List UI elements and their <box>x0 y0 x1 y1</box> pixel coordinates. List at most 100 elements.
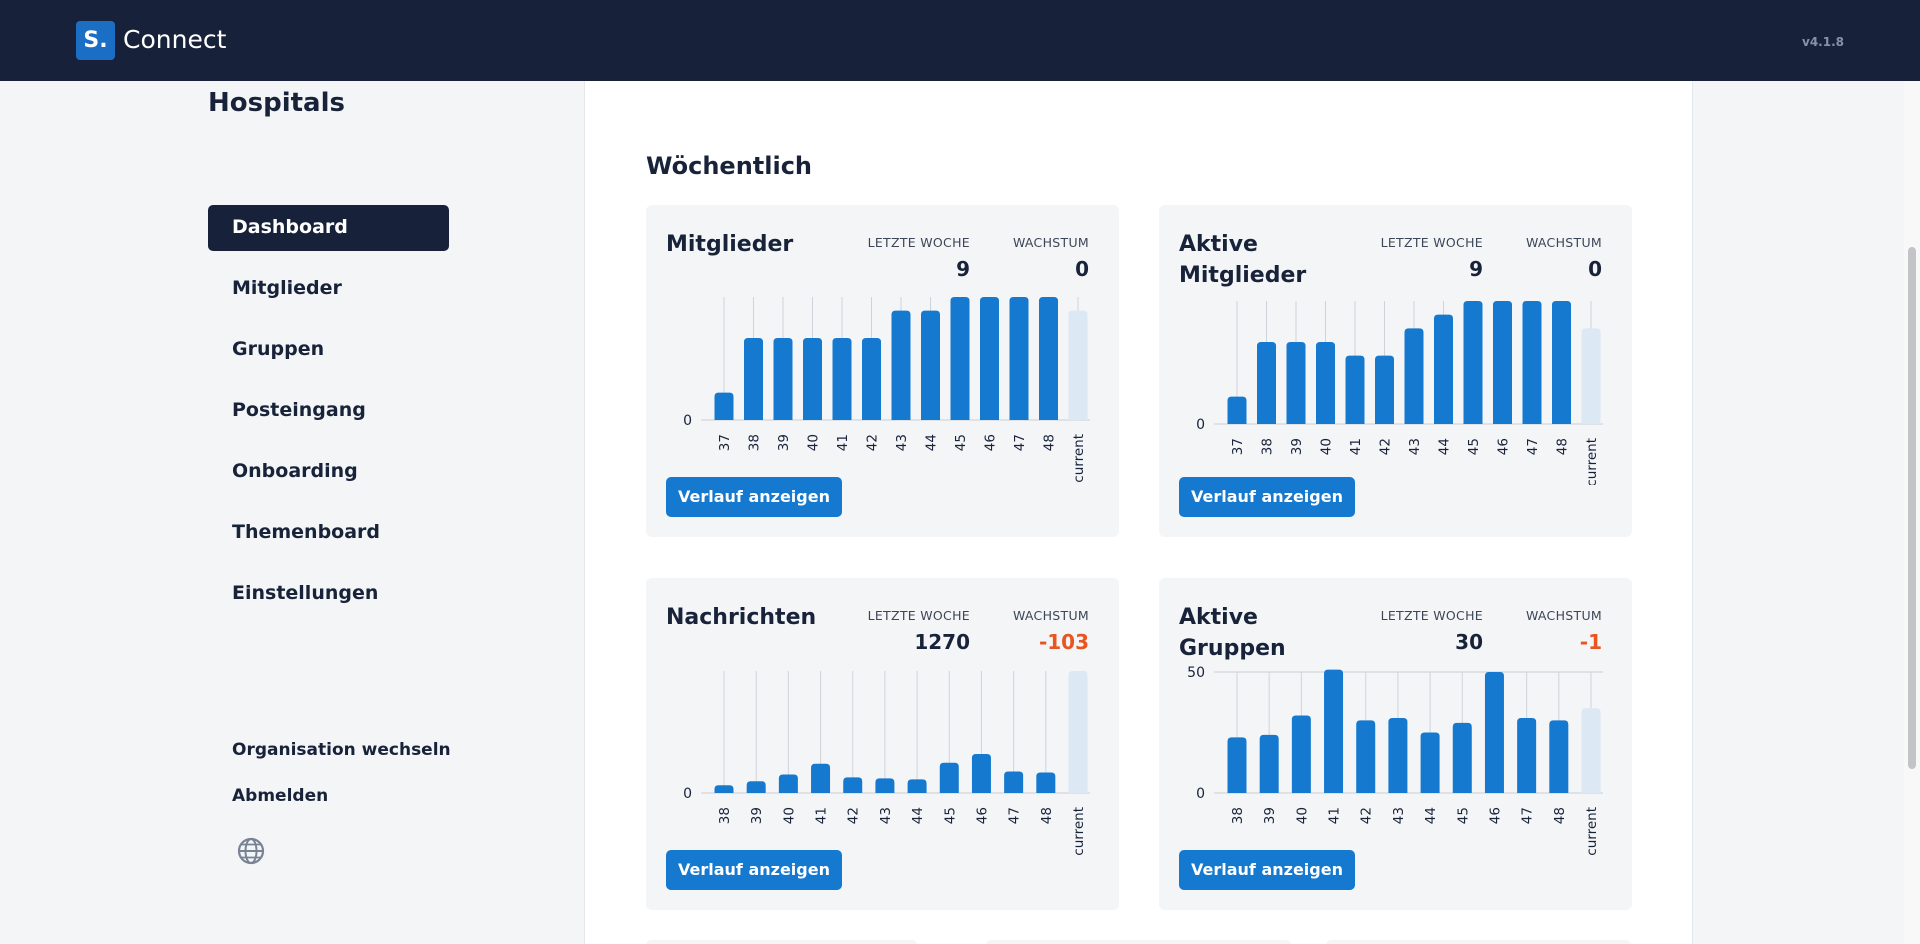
growth-value: -103 <box>1038 630 1089 654</box>
chart-bar-38[interactable] <box>744 338 763 420</box>
y-tick-label: 0 <box>1196 786 1205 802</box>
chart-bar-44[interactable] <box>907 779 927 793</box>
sidebar-item-settings[interactable]: Einstellungen <box>232 582 379 604</box>
app-logo[interactable]: S. <box>76 21 115 60</box>
chart-bar-48[interactable] <box>1549 720 1569 793</box>
chart-bar-39[interactable] <box>746 781 766 793</box>
sidebar-item-dashboard[interactable]: Dashboard <box>208 205 449 251</box>
chart-bar-current[interactable] <box>1068 310 1088 420</box>
x-tick-label: 47 <box>1007 807 1023 824</box>
chart-bar-37[interactable] <box>1227 396 1247 424</box>
chart-bar-38[interactable] <box>1227 737 1247 793</box>
chart-bar-39[interactable] <box>1286 342 1306 424</box>
chart-bar-46[interactable] <box>971 753 991 793</box>
bar-chart-messages: 0 38 39 40 41 42 43 44 45 46 47 48 current <box>683 671 1090 856</box>
chart-bar-46[interactable] <box>1493 301 1512 424</box>
chart-bar-46[interactable] <box>1484 672 1504 793</box>
chart-bar-48[interactable] <box>1036 772 1056 793</box>
x-tick-label: 42 <box>1359 807 1375 824</box>
chart-bar-37[interactable] <box>714 392 734 420</box>
chart-bar-40[interactable] <box>1316 342 1335 424</box>
x-tick-label: 47 <box>1525 438 1541 455</box>
x-tick-label: 38 <box>747 434 763 451</box>
chart-bar-39[interactable] <box>1259 734 1279 793</box>
chart-bar-42[interactable] <box>1375 355 1394 424</box>
x-tick-label: current <box>1584 438 1600 485</box>
chart-bar-45[interactable] <box>1452 722 1472 793</box>
x-tick-label: 39 <box>749 807 765 824</box>
chart-bar-41[interactable] <box>832 338 852 420</box>
chart-bar-44[interactable] <box>1434 314 1453 424</box>
chart-bar-43[interactable] <box>1404 328 1424 424</box>
section-title-weekly: Wöchentlich <box>646 152 813 180</box>
chart-bar-47[interactable] <box>1004 771 1024 793</box>
chart-bar-48[interactable] <box>1552 301 1571 424</box>
chart-bar-38[interactable] <box>714 785 734 793</box>
chart-bar-41[interactable] <box>1345 355 1365 424</box>
chart-bar-45[interactable] <box>1463 301 1483 424</box>
growth-label: WACHSTUM <box>1012 235 1089 250</box>
chart-bar-38[interactable] <box>1257 342 1276 424</box>
show-history-button[interactable]: Verlauf anzeigen <box>666 477 842 517</box>
vertical-scrollbar[interactable] <box>1904 81 1920 944</box>
x-tick-label: 44 <box>1423 807 1439 824</box>
chart-bar-44[interactable] <box>921 310 940 420</box>
show-history-button[interactable]: Verlauf anzeigen <box>666 850 842 890</box>
scrollbar-thumb[interactable] <box>1908 247 1916 769</box>
x-tick-label: 45 <box>942 807 958 824</box>
show-history-button[interactable]: Verlauf anzeigen <box>1179 850 1355 890</box>
x-tick-label: 38 <box>1260 438 1276 455</box>
chart-bar-current[interactable] <box>1581 708 1601 793</box>
y-tick-label: 50 <box>1187 665 1205 681</box>
last-week-value: 9 <box>956 257 970 281</box>
chart-bar-41[interactable] <box>1324 669 1344 793</box>
top-navigation-bar: S. Connect v4.1.8 <box>0 0 1920 81</box>
sidebar-item-topic-board[interactable]: Themenboard <box>232 521 381 543</box>
globe-icon[interactable] <box>236 836 266 866</box>
x-tick-label: 45 <box>953 434 969 451</box>
switch-organization-link[interactable]: Organisation wechseln <box>232 740 451 760</box>
x-tick-label: 43 <box>1391 807 1407 824</box>
chart-bar-48[interactable] <box>1039 297 1058 420</box>
x-tick-label: 48 <box>1039 807 1055 824</box>
x-tick-label: 37 <box>717 434 733 451</box>
x-tick-label: 46 <box>974 807 990 824</box>
chart-bar-40[interactable] <box>778 774 798 793</box>
sidebar-nav: Dashboard Mitglieder Gruppen Posteingang… <box>208 205 449 632</box>
x-tick-label: current <box>1071 434 1087 483</box>
x-tick-label: 44 <box>910 807 926 824</box>
growth-value: -1 <box>1579 630 1602 654</box>
chart-bar-41[interactable] <box>811 763 831 793</box>
chart-bar-current[interactable] <box>1581 328 1601 424</box>
chart-bar-45[interactable] <box>939 762 959 793</box>
brand-name[interactable]: Connect <box>123 25 227 54</box>
x-tick-label: 43 <box>878 807 894 824</box>
chart-bar-42[interactable] <box>843 777 863 793</box>
x-tick-label: 45 <box>1455 807 1471 824</box>
y-tick-label: 0 <box>683 413 692 429</box>
chart-bar-42[interactable] <box>1356 720 1376 793</box>
chart-bar-43[interactable] <box>1388 717 1408 793</box>
show-history-button[interactable]: Verlauf anzeigen <box>1179 477 1355 517</box>
chart-bar-43[interactable] <box>875 778 895 793</box>
sidebar-item-inbox[interactable]: Posteingang <box>232 399 366 421</box>
x-tick-label: 39 <box>776 434 792 451</box>
logout-link[interactable]: Abmelden <box>232 786 329 806</box>
chart-bar-40[interactable] <box>1291 715 1311 793</box>
chart-bar-46[interactable] <box>980 297 999 420</box>
chart-bar-47[interactable] <box>1522 301 1542 424</box>
chart-bar-39[interactable] <box>773 338 793 420</box>
x-tick-label: current <box>1071 807 1087 856</box>
chart-bar-45[interactable] <box>950 297 970 420</box>
chart-bar-47[interactable] <box>1009 297 1029 420</box>
chart-bar-42[interactable] <box>862 338 881 420</box>
sidebar-item-members[interactable]: Mitglieder <box>232 277 342 299</box>
x-tick-label: 40 <box>1319 438 1335 455</box>
sidebar-item-onboarding[interactable]: Onboarding <box>232 460 358 482</box>
chart-bar-47[interactable] <box>1517 717 1537 793</box>
sidebar-item-groups[interactable]: Gruppen <box>232 338 325 360</box>
chart-bar-current[interactable] <box>1068 671 1088 793</box>
chart-bar-44[interactable] <box>1420 732 1440 794</box>
chart-bar-40[interactable] <box>803 338 822 420</box>
chart-bar-43[interactable] <box>891 310 911 420</box>
